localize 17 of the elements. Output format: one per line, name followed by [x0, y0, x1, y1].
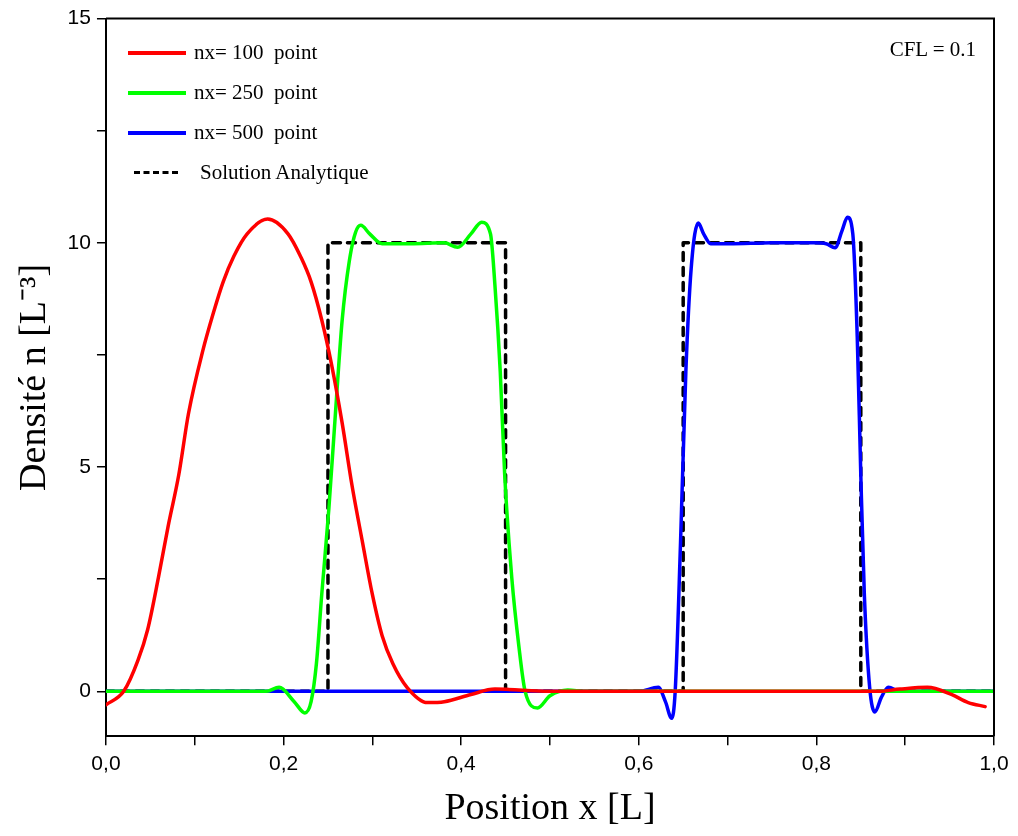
x-tick-label: 0,4 [446, 750, 477, 774]
x-tick-label: 0,6 [624, 750, 654, 774]
x-axis-title: Position x [L] [444, 785, 656, 828]
x-tick-label: 0,0 [91, 750, 121, 774]
x-tick-label: 0,2 [268, 750, 299, 774]
y-tick-label: 0 [79, 678, 91, 702]
annotation: CFL = 0.1 [889, 36, 976, 62]
y-tick-label: 10 [67, 229, 91, 253]
x-tick-label: 0,8 [801, 750, 831, 774]
y-tick-label: 15 [67, 5, 91, 29]
legend-label: nx= 100 point [193, 40, 318, 66]
legend-label: nx= 250 point [193, 80, 318, 106]
y-tick-label: 5 [79, 453, 91, 477]
legend-label: nx= 500 point [193, 120, 318, 146]
y-axis-title: Densité n [L⁻³] [10, 263, 53, 491]
x-tick-label: 1,0 [979, 750, 1009, 774]
legend-label: Solution Analytique [199, 160, 369, 186]
